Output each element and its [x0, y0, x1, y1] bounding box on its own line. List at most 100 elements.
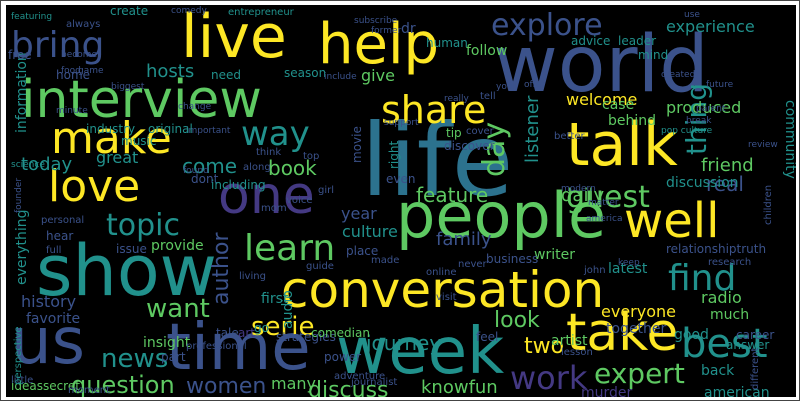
- word-thing: thing: [680, 83, 713, 155]
- word-women: women: [186, 374, 266, 397]
- word-discover: discover: [444, 139, 495, 153]
- word-place: place: [346, 244, 378, 258]
- word-free: free: [8, 48, 32, 62]
- word-ideassecret: ideassecret: [11, 379, 80, 393]
- word-biggest: biggest: [111, 82, 145, 92]
- word-mind: mind: [638, 48, 668, 62]
- wordcloud: world live help life people talk show time week u…: [6, 5, 796, 397]
- word-personal: personal: [41, 215, 84, 226]
- word-together: together: [606, 321, 667, 337]
- word-year: year: [341, 204, 377, 223]
- word-different: different: [750, 347, 761, 390]
- word-everyone: everyone: [601, 302, 676, 321]
- word-tell: tell: [480, 91, 496, 102]
- word-behind: behind: [608, 113, 656, 129]
- word-advice: advice: [571, 34, 610, 48]
- word-made: made: [371, 255, 399, 266]
- word-voice: voice: [286, 195, 312, 206]
- word-even: even: [386, 172, 415, 186]
- word-friend: friend: [701, 155, 754, 176]
- word-food: food: [61, 66, 81, 76]
- word-including: including: [211, 178, 266, 192]
- word-serie: serie: [251, 312, 314, 342]
- word-leader: leader: [618, 34, 656, 48]
- word-back: back: [701, 363, 735, 379]
- word-adventure: adventure: [334, 371, 385, 382]
- word-created: created: [661, 70, 695, 80]
- word-professional: professional: [186, 341, 247, 352]
- word-right: right: [387, 141, 401, 169]
- word-two: two: [524, 334, 564, 359]
- word-strategies: strategies: [276, 330, 336, 344]
- word-best: best: [681, 321, 768, 367]
- word-book: book: [268, 156, 317, 180]
- word-journalist: journalist: [350, 377, 397, 388]
- word-parent: parent: [696, 104, 726, 114]
- word-never: never: [458, 259, 488, 270]
- word-follow: follow: [466, 43, 507, 59]
- word-feel: feel: [476, 330, 498, 344]
- word-art: art: [238, 326, 255, 340]
- word-help: help: [318, 12, 439, 77]
- word-found: found: [183, 166, 209, 176]
- word-online: online: [426, 267, 457, 278]
- word-week: week: [336, 315, 504, 389]
- word-news: news: [101, 344, 168, 374]
- word-love: love: [48, 161, 140, 212]
- word-culture: culture: [342, 222, 398, 241]
- word-artist: artist: [551, 333, 588, 349]
- word-family: family: [436, 229, 492, 250]
- word-visit: visit: [436, 292, 457, 303]
- word-business: business: [486, 252, 538, 266]
- word-support: support: [384, 118, 419, 128]
- word-american: american: [704, 385, 770, 397]
- word-day: day: [477, 122, 512, 177]
- word-answer: answer: [726, 338, 769, 352]
- word-include: include: [324, 72, 357, 82]
- word-us: us: [11, 305, 85, 379]
- word-top: top: [303, 151, 319, 162]
- word-change: change: [178, 102, 212, 112]
- word-always: always: [66, 19, 100, 30]
- word-children: children: [763, 185, 774, 225]
- word-daily: daily: [561, 185, 604, 206]
- word-industry: industry: [86, 122, 135, 136]
- word-experience: experience: [666, 17, 755, 36]
- word-expert: expert: [594, 357, 685, 390]
- word-issue: issue: [116, 242, 147, 256]
- word-john: john: [583, 265, 606, 276]
- word-live: live: [181, 5, 287, 72]
- word-break: break: [686, 116, 712, 126]
- word-minute: minute: [56, 106, 88, 116]
- word-interview: interview: [21, 70, 262, 130]
- word-history: history: [21, 292, 76, 311]
- word-cover: cover: [466, 126, 495, 137]
- word-first: first: [261, 291, 289, 307]
- word-today: today: [21, 154, 73, 175]
- word-season: season: [284, 66, 326, 80]
- word-discussion: discussion: [666, 175, 739, 191]
- word-everything: everything: [14, 209, 30, 285]
- word-guide: guide: [306, 261, 334, 272]
- word-former: former: [371, 26, 402, 36]
- word-murder: murder: [581, 385, 633, 397]
- word-guest: guest: [566, 180, 650, 215]
- word-many: many: [271, 374, 316, 393]
- word-look: look: [494, 308, 540, 333]
- word-really: really: [444, 94, 470, 104]
- word-music: music: [121, 134, 156, 148]
- word-lesson: lesson: [561, 347, 593, 358]
- word-subscribe: subscribe: [354, 16, 398, 26]
- word-use: use: [684, 10, 700, 20]
- word-original: original: [148, 122, 193, 136]
- word-power: power: [324, 350, 361, 364]
- word-work: work: [510, 359, 588, 397]
- word-journey: journey: [365, 331, 441, 355]
- word-keep: keep: [618, 258, 640, 268]
- word-talk: talk: [566, 110, 678, 180]
- word-living: living: [239, 271, 266, 282]
- word-founder: founder: [14, 178, 24, 213]
- word-bring: bring: [11, 25, 104, 66]
- word-better: better: [554, 131, 585, 142]
- word-find: find: [668, 258, 736, 299]
